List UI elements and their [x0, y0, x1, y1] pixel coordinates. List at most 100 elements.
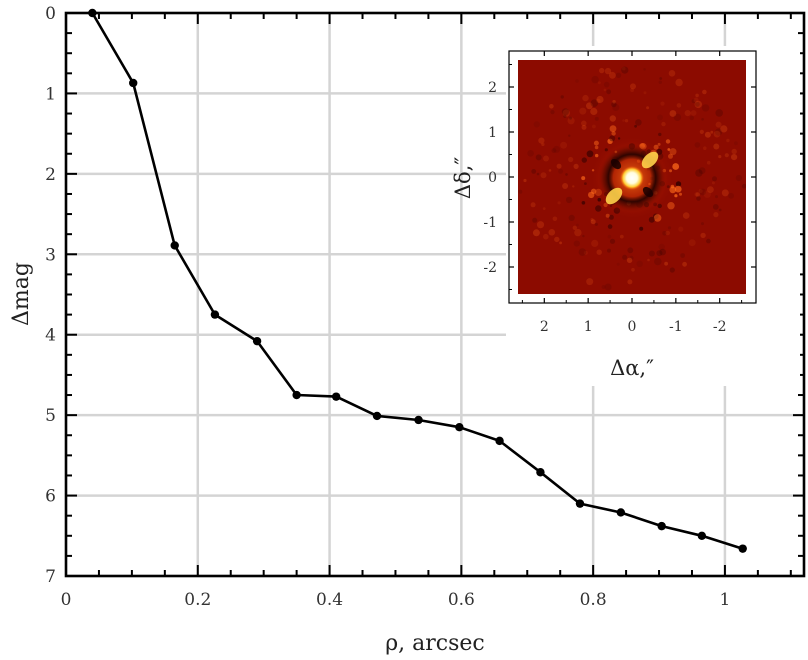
inset-lobe-ne [641, 151, 659, 169]
speckle [607, 234, 612, 239]
speckle [713, 143, 720, 150]
main-axes-frame [64, 11, 806, 578]
x-tick-label: 0.6 [448, 590, 475, 610]
speckle [701, 104, 710, 112]
speckle [581, 201, 586, 205]
speckle [731, 154, 738, 161]
inset-x-axis-label: Δα,″ [610, 356, 654, 380]
speckle [668, 153, 673, 159]
speckle [565, 173, 568, 176]
data-point [455, 423, 464, 432]
speckle [572, 225, 577, 230]
speckle [615, 72, 622, 79]
y-tick-label: 6 [45, 487, 56, 507]
speckle [603, 81, 610, 88]
speckle [527, 150, 534, 157]
inset-y-axis-label: Δδ,″ [451, 157, 475, 199]
speckle [694, 192, 699, 197]
speckle [588, 191, 595, 199]
speckle [629, 255, 634, 261]
speckle [654, 257, 662, 266]
speckle [668, 70, 676, 77]
speckle [619, 234, 624, 239]
speckle [605, 213, 610, 218]
speckle [658, 132, 662, 137]
speckle [698, 189, 703, 193]
data-point [414, 415, 423, 425]
speckle [661, 121, 666, 127]
speckle [594, 222, 598, 226]
inset-x-tick-label: 2 [540, 319, 549, 335]
x-axis-label: ρ, arcsec [385, 631, 485, 656]
speckle [741, 183, 746, 189]
data-point [536, 468, 545, 477]
speckle [678, 226, 684, 232]
speckle [624, 119, 629, 123]
speckle [586, 278, 594, 286]
inset-lobe-nw [610, 158, 622, 170]
speckle [720, 125, 728, 133]
speckle [579, 107, 587, 115]
speckle [669, 148, 677, 156]
speckle [576, 223, 579, 227]
speckle [647, 258, 650, 262]
speckle [622, 66, 626, 71]
data-point [210, 310, 220, 319]
speckle [667, 226, 672, 230]
speckle [715, 195, 718, 199]
speckle [549, 104, 554, 109]
speckle [609, 238, 616, 244]
speckle [627, 247, 634, 254]
speckle [646, 106, 650, 110]
speckle [586, 102, 593, 110]
speckle [682, 261, 687, 267]
speckle [691, 99, 696, 104]
speckle [543, 155, 549, 162]
main-plot [88, 8, 747, 553]
speckle [536, 172, 540, 176]
speckle [583, 250, 588, 255]
speckle [535, 154, 542, 161]
speckle [721, 189, 729, 197]
speckle [575, 79, 579, 83]
speckle [676, 103, 682, 108]
y-tick-label: 2 [45, 165, 56, 185]
speckle [711, 181, 715, 185]
speckle [590, 217, 594, 222]
y-tick-label: 7 [45, 567, 56, 587]
inset-x-tick-label: -2 [713, 319, 727, 335]
speckle [616, 262, 620, 266]
speckle [560, 95, 564, 99]
speckle [533, 121, 540, 128]
inset-lobe-se [642, 186, 654, 198]
speckle [665, 230, 670, 236]
speckle [581, 176, 586, 181]
speckle [609, 125, 617, 133]
x-tick-label: 0.4 [316, 590, 343, 610]
speckle [659, 77, 663, 80]
speckle [536, 221, 545, 229]
speckle [609, 135, 616, 142]
speckle [715, 109, 723, 117]
speckle [695, 93, 699, 98]
inset-ticks: 2 1 0 -1 -2 2 1 0 -1 -2 [483, 51, 756, 335]
inset-lobe-sw [605, 187, 623, 205]
speckle [568, 214, 575, 221]
data-point [738, 544, 747, 553]
speckle [667, 148, 671, 151]
speckle [552, 216, 558, 222]
data-point [331, 392, 341, 401]
speckle [582, 234, 585, 238]
speckle [584, 182, 587, 186]
speckle [542, 207, 546, 211]
speckle [726, 138, 730, 143]
speckle [581, 124, 587, 130]
speckle [558, 168, 564, 174]
speckle [593, 140, 599, 146]
speckle [523, 178, 527, 183]
y-axis-label: Δmag [9, 262, 34, 326]
speckle [573, 240, 580, 247]
speckle [701, 118, 704, 121]
speckle [568, 134, 571, 137]
speckle [604, 283, 612, 291]
